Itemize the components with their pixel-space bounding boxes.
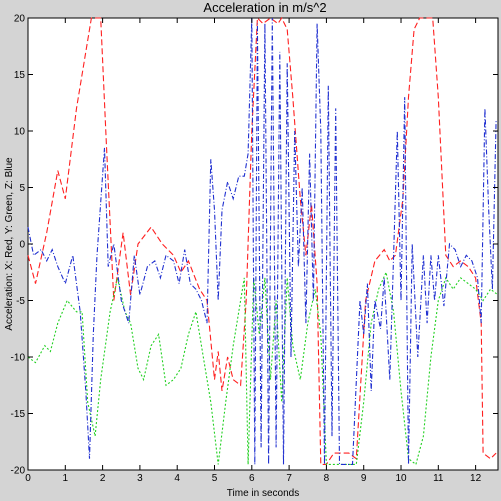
series-line-z bbox=[27, 17, 497, 465]
y-tick-label: 15 bbox=[14, 70, 26, 81]
x-tick-label: 7 bbox=[286, 473, 292, 484]
y-axis-title: Acceleration: X: Red, Y: Green, Z: Blue bbox=[4, 157, 15, 331]
x-tick-label: 4 bbox=[174, 473, 180, 484]
series-line-y bbox=[27, 270, 499, 466]
chart-title: Acceleration in m/s^2 bbox=[203, 0, 326, 15]
x-tick-label: 11 bbox=[433, 473, 444, 484]
y-tick-label: -10 bbox=[11, 353, 26, 364]
series-layer bbox=[27, 16, 499, 466]
x-tick-label: 1 bbox=[63, 473, 69, 484]
y-tick-label: -20 bbox=[11, 466, 26, 477]
x-axis-title: Time in seconds bbox=[227, 488, 299, 499]
y-tick-label: 20 bbox=[14, 14, 26, 25]
x-tick-label: 9 bbox=[361, 473, 367, 484]
x-tick-label: 10 bbox=[395, 473, 407, 484]
x-tick-label: 6 bbox=[249, 473, 255, 484]
y-tick-label: -5 bbox=[16, 296, 25, 307]
y-tick-label: 0 bbox=[19, 240, 25, 251]
x-tick-label: 8 bbox=[324, 473, 330, 484]
x-tick-label: 12 bbox=[470, 473, 482, 484]
x-tick-label: 0 bbox=[25, 473, 31, 484]
x-tick-label: 2 bbox=[100, 473, 106, 484]
y-tick-label: 10 bbox=[14, 127, 26, 138]
series-line-x bbox=[27, 16, 497, 465]
x-tick-label: 5 bbox=[212, 473, 218, 484]
x-tick-label: 3 bbox=[137, 473, 143, 484]
y-tick-label: 5 bbox=[19, 183, 25, 194]
y-tick-label: -15 bbox=[11, 409, 26, 420]
